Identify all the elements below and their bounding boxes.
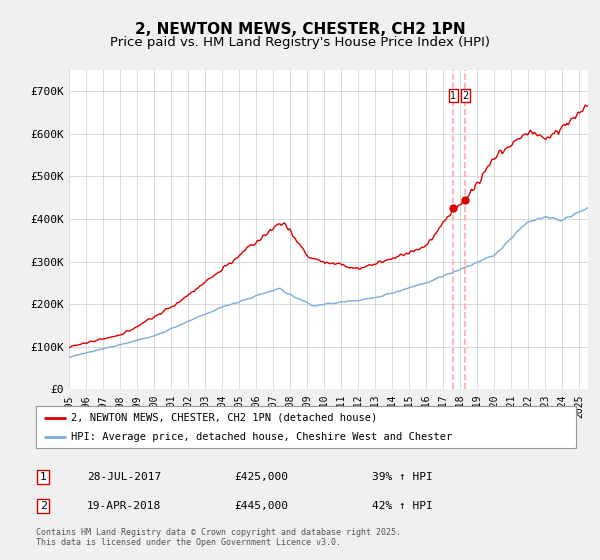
- Text: 1: 1: [40, 472, 47, 482]
- Text: 2: 2: [462, 91, 469, 101]
- Text: 39% ↑ HPI: 39% ↑ HPI: [372, 472, 433, 482]
- Text: 2: 2: [40, 501, 47, 511]
- Text: Price paid vs. HM Land Registry's House Price Index (HPI): Price paid vs. HM Land Registry's House …: [110, 36, 490, 49]
- Text: £425,000: £425,000: [234, 472, 288, 482]
- Text: 1: 1: [450, 91, 456, 101]
- Text: HPI: Average price, detached house, Cheshire West and Chester: HPI: Average price, detached house, Ches…: [71, 432, 452, 442]
- Text: 28-JUL-2017: 28-JUL-2017: [87, 472, 161, 482]
- Text: £445,000: £445,000: [234, 501, 288, 511]
- Text: 2, NEWTON MEWS, CHESTER, CH2 1PN (detached house): 2, NEWTON MEWS, CHESTER, CH2 1PN (detach…: [71, 413, 377, 423]
- Text: Contains HM Land Registry data © Crown copyright and database right 2025.
This d: Contains HM Land Registry data © Crown c…: [36, 528, 401, 547]
- Text: 19-APR-2018: 19-APR-2018: [87, 501, 161, 511]
- Text: 42% ↑ HPI: 42% ↑ HPI: [372, 501, 433, 511]
- Text: 2, NEWTON MEWS, CHESTER, CH2 1PN: 2, NEWTON MEWS, CHESTER, CH2 1PN: [134, 22, 466, 38]
